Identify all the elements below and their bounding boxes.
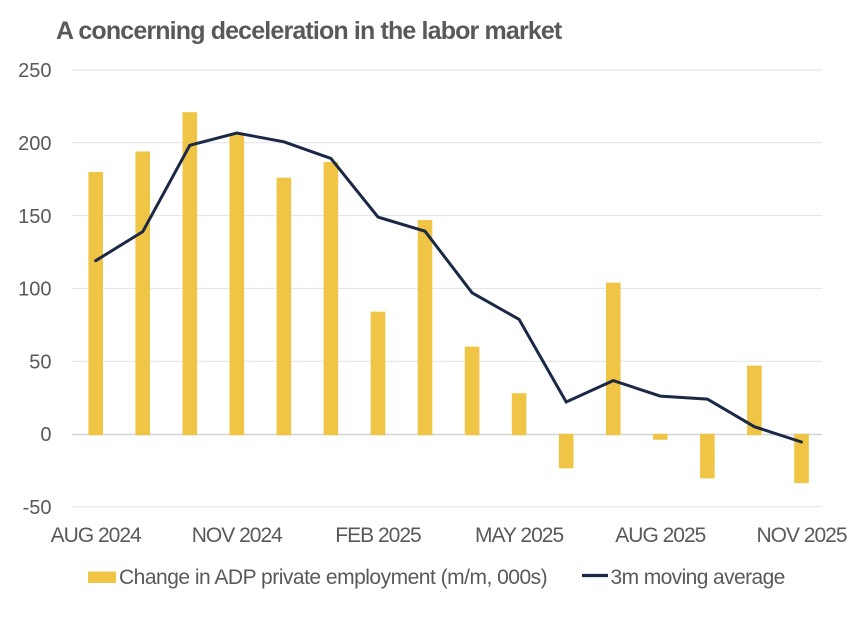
svg-text:3m moving average: 3m moving average (611, 566, 785, 589)
svg-text:150: 150 (18, 206, 51, 228)
svg-text:AUG 2025: AUG 2025 (615, 524, 705, 547)
svg-text:MAY 2025: MAY 2025 (475, 524, 563, 547)
svg-text:50: 50 (29, 351, 51, 373)
svg-text:FEB 2025: FEB 2025 (335, 524, 421, 547)
svg-text:-50: -50 (23, 497, 52, 519)
svg-text:NOV 2025: NOV 2025 (756, 524, 846, 547)
svg-text:AUG 2024: AUG 2024 (51, 524, 142, 547)
svg-text:NOV 2024: NOV 2024 (192, 524, 283, 547)
svg-text:Change in ADP private employme: Change in ADP private employment (m/m, 0… (119, 566, 547, 589)
svg-text:A concerning deceleration in t: A concerning deceleration in the labor m… (56, 17, 563, 45)
svg-text:0: 0 (40, 424, 51, 446)
svg-text:250: 250 (18, 60, 51, 82)
svg-text:200: 200 (18, 133, 51, 155)
svg-text:100: 100 (18, 279, 51, 301)
